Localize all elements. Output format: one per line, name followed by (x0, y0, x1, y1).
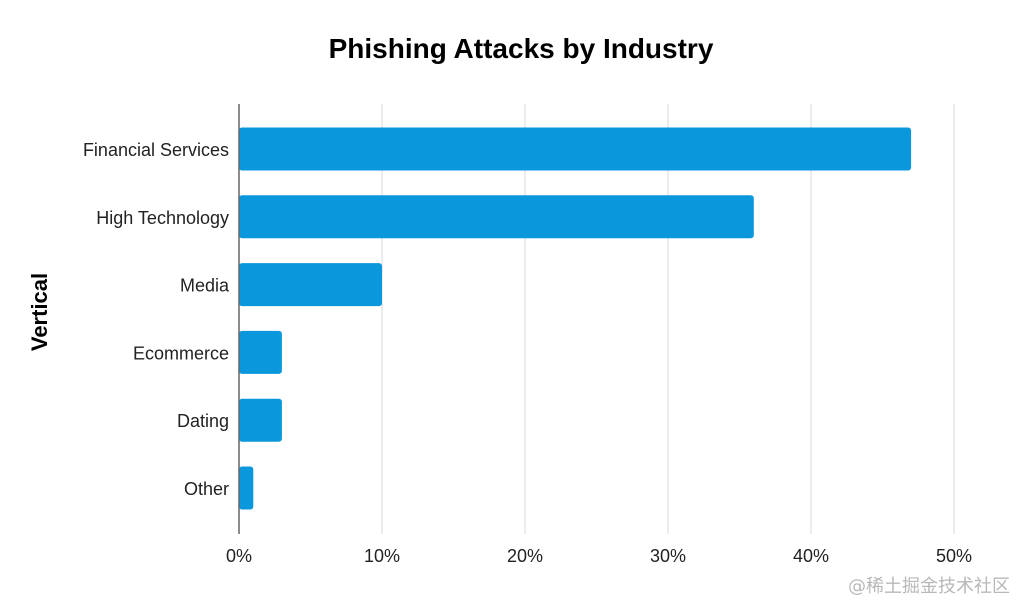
x-tick-label: 10% (364, 546, 400, 566)
bar-other (239, 466, 254, 510)
watermark: @稀土掘金技术社区 (848, 576, 1010, 597)
category-label: Financial Services (83, 140, 229, 160)
x-tick-labels: 0% 10% 20% 30% 40% 50% (226, 546, 972, 566)
bar-dating (239, 398, 282, 442)
bar-financial-services (239, 127, 912, 171)
bars (239, 127, 912, 510)
chart-title: Phishing Attacks by Industry (329, 33, 714, 64)
bar-high-technology (239, 195, 754, 239)
grid-lines (381, 104, 955, 534)
bar-ecommerce (239, 330, 282, 374)
y-axis-label: Vertical (27, 273, 52, 351)
x-tick-label: 40% (793, 546, 829, 566)
x-tick-label: 50% (936, 546, 972, 566)
x-tick-label: 0% (226, 546, 252, 566)
category-label: High Technology (96, 208, 229, 228)
category-labels: Financial Services High Technology Media Ec… (83, 140, 230, 499)
bar-media (239, 263, 382, 307)
x-tick-label: 30% (650, 546, 686, 566)
category-label: Other (184, 479, 229, 499)
category-label: Media (180, 276, 230, 296)
category-label: Ecommerce (133, 343, 229, 363)
category-label: Dating (177, 411, 229, 431)
x-tick-label: 20% (507, 546, 543, 566)
